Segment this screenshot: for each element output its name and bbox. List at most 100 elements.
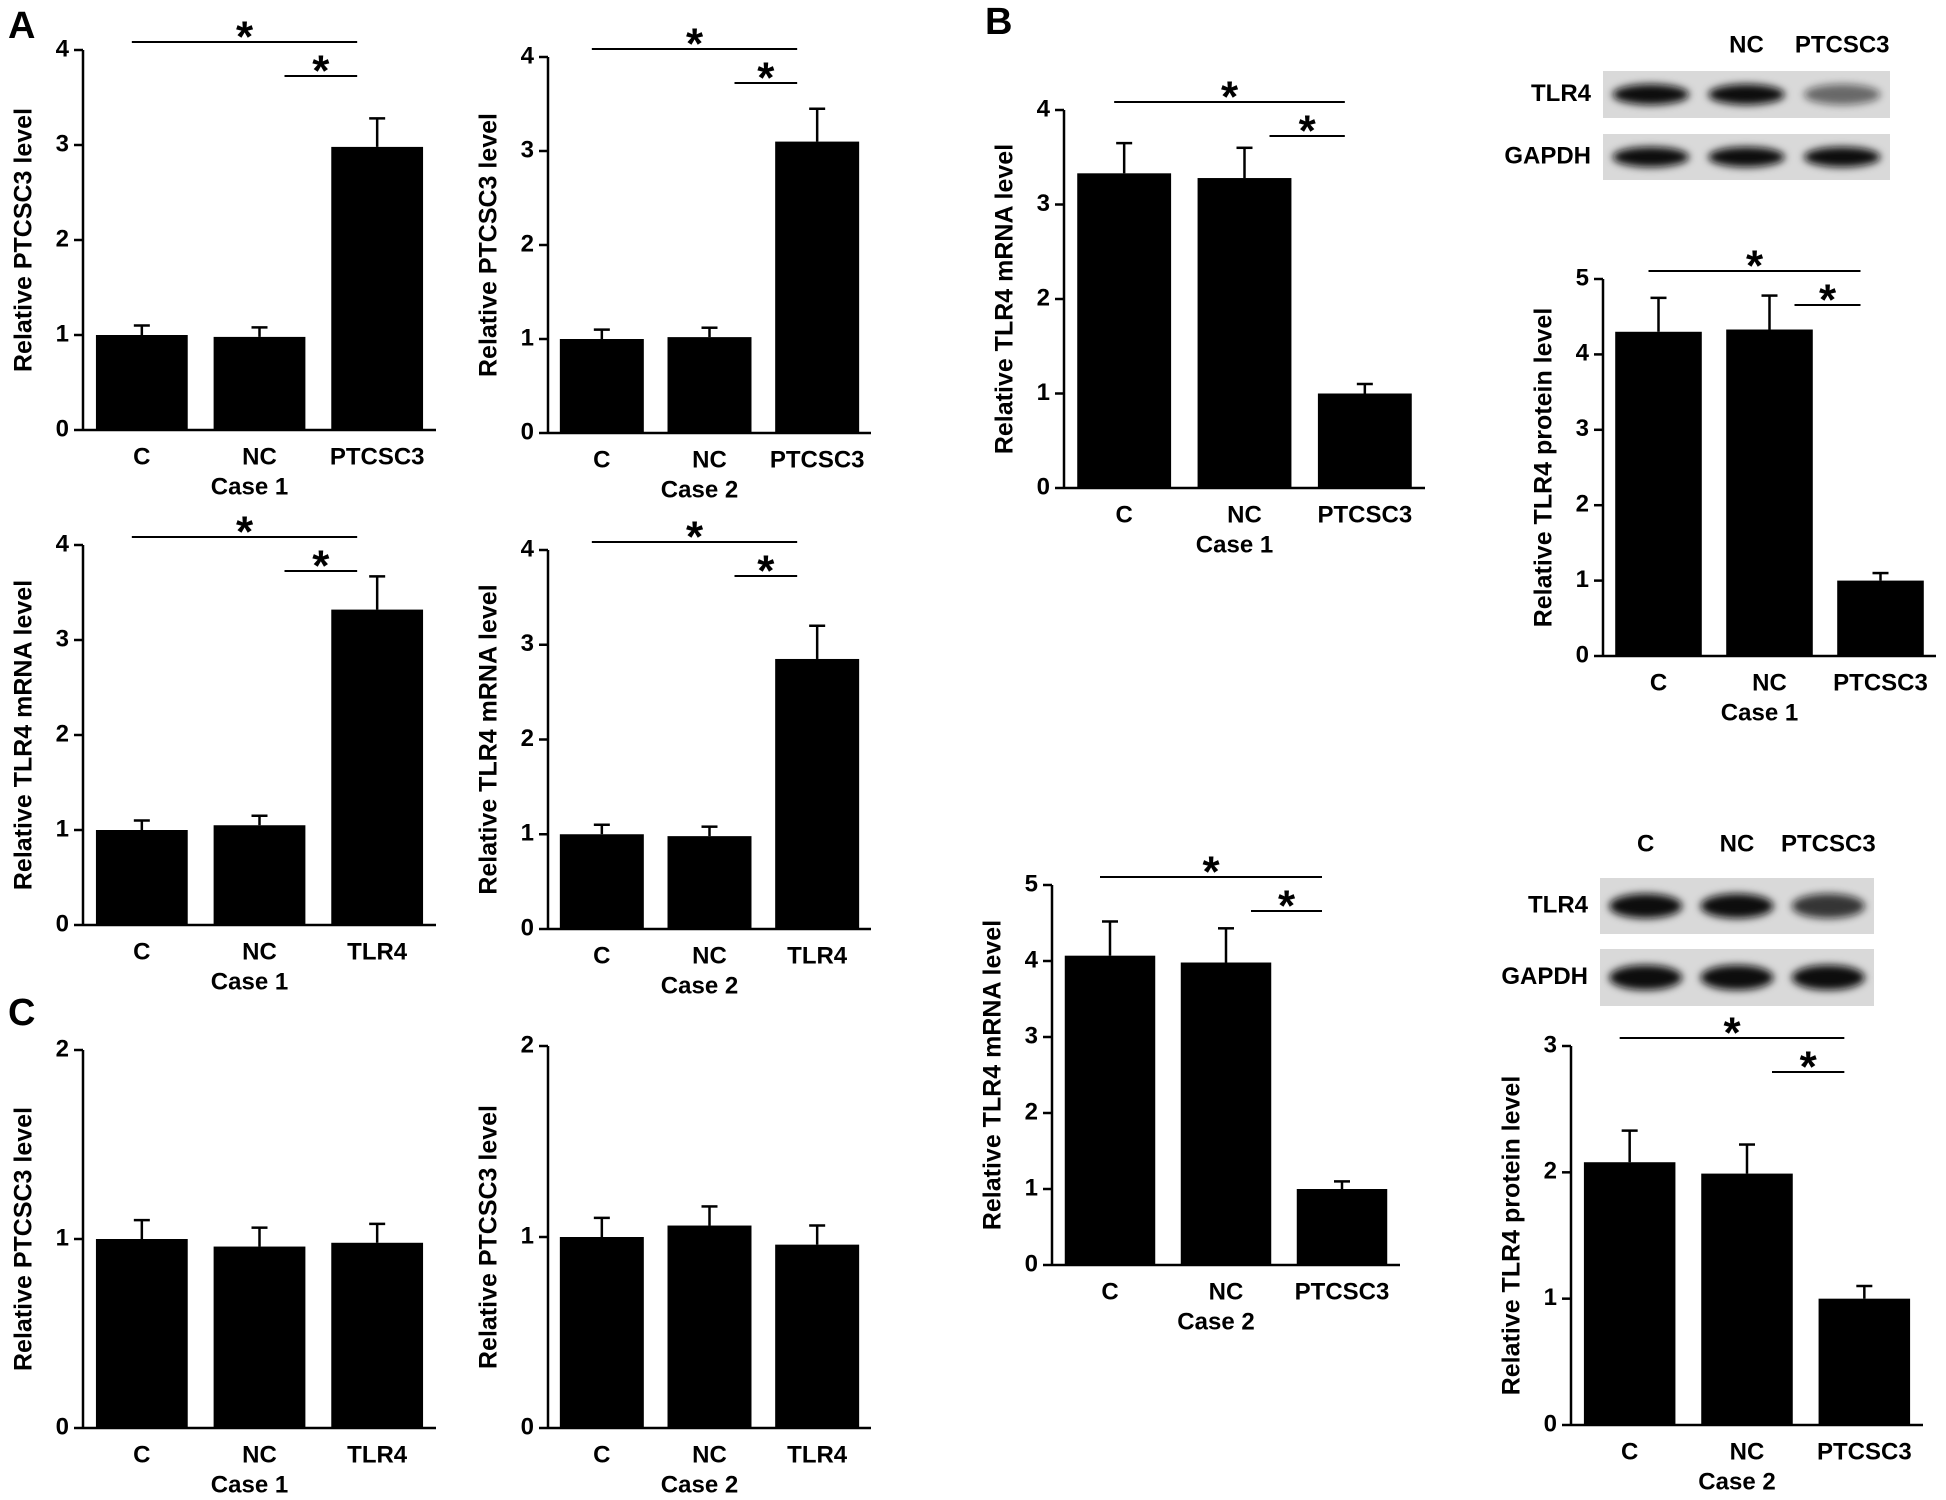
x-tick-label: C [133,938,150,965]
error-bar [593,328,610,339]
bar [1077,173,1172,488]
error-bar [701,825,718,837]
y-tick-label: 2 [56,720,69,747]
significance-star: * [312,47,330,96]
x-tick-label: PTCSC3 [770,446,865,473]
x-tick-label: NC [1209,1278,1244,1305]
blot-lane-label: PTCSC3 [1795,31,1890,58]
significance-star: * [686,20,704,69]
x-tick-label: NC [692,1441,727,1468]
blot-band [1803,146,1881,168]
y-tick-label: 5 [1576,264,1589,291]
y-tick-label: 3 [1025,1022,1038,1049]
error-bar [369,1222,386,1243]
error-bar [251,1226,268,1247]
x-tick-label: NC [242,938,277,965]
x-tick-label: C [1101,1278,1118,1305]
error-bar [1872,571,1889,581]
y-tick-label: 4 [1025,946,1039,973]
x-axis-label: Case 2 [661,1471,738,1498]
y-tick-label: 1 [521,324,534,351]
x-axis-label: Case 1 [1721,699,1798,726]
x-tick-label: C [133,1441,150,1468]
bar [559,1237,644,1428]
blot-lane-label: NC [1720,830,1755,857]
significance-star: * [1800,1043,1818,1092]
x-tick-label: C [1621,1438,1638,1465]
bar [331,146,424,430]
x-tick-label: C [1115,501,1132,528]
y-axis-label: Relative PTCSC3 level [475,1105,503,1369]
bar [331,609,424,925]
x-tick-label: NC [1730,1438,1765,1465]
y-tick-label: 3 [56,130,69,157]
bar [1726,329,1813,656]
bar [331,1242,424,1428]
bar [95,830,188,925]
significance-star: * [1746,242,1764,291]
y-tick-label: 0 [521,914,534,941]
y-tick-label: 0 [1576,641,1589,668]
error-bar [251,326,268,337]
y-tick-label: 1 [1037,379,1050,406]
blot-band [1609,893,1683,919]
blot-band [1700,893,1774,919]
x-axis-label: Case 2 [1177,1308,1254,1335]
error-bar [369,575,386,610]
y-tick-label: 2 [1037,284,1050,311]
y-tick-label: 2 [521,1031,534,1058]
y-axis-label: Relative TLR4 mRNA level [10,580,38,890]
y-axis-label: Relative TLR4 mRNA level [991,144,1019,454]
y-tick-label: 3 [1037,190,1050,217]
bar [1317,393,1412,488]
error-bar [1236,146,1253,179]
bar [95,1239,188,1428]
y-tick-label: 3 [1544,1031,1557,1058]
y-tick-label: 4 [1576,340,1590,367]
y-tick-label: 2 [1025,1098,1038,1125]
y-tick-label: 1 [56,1224,69,1251]
bar [559,834,644,929]
y-tick-label: 0 [1025,1250,1038,1277]
x-tick-label: TLR4 [347,1441,408,1468]
y-axis-label: Relative TLR4 protein level [1498,1076,1526,1396]
y-tick-label: 1 [56,320,69,347]
error-bar [133,324,150,335]
y-tick-label: 1 [1025,1174,1038,1201]
y-tick-label: 2 [521,725,534,752]
y-tick-label: 0 [1037,473,1050,500]
x-tick-label: NC [1227,501,1262,528]
y-tick-label: 0 [56,910,69,937]
significance-star: * [1723,1009,1741,1058]
blot-lane-label: NC [1729,31,1764,58]
bar [1701,1173,1793,1425]
significance-star: * [1819,276,1837,325]
bar [775,1244,860,1428]
y-tick-label: 0 [1544,1410,1557,1437]
x-tick-label: NC [692,446,727,473]
x-tick-label: PTCSC3 [1833,669,1928,696]
error-bar [251,814,268,826]
bar [1837,580,1924,656]
blot-lane-label: C [1637,830,1654,857]
error-bar [1739,1143,1755,1174]
error-bar [1116,141,1133,174]
bar [1615,331,1702,656]
x-tick-label: C [593,446,610,473]
significance-star: * [1202,848,1220,897]
blot-row-label: TLR4 [1531,80,1592,107]
blot-band [1791,964,1865,991]
bar [667,836,752,929]
x-tick-label: NC [242,443,277,470]
error-bar [1650,296,1667,332]
error-bar [1761,294,1778,330]
blot-row-label: GAPDH [1504,142,1591,169]
error-bar [1218,927,1234,963]
blot-band [1708,146,1785,168]
error-bar [133,819,150,830]
significance-star: * [312,542,330,591]
blot-row-label: TLR4 [1528,891,1589,918]
bar [1583,1162,1676,1425]
x-tick-label: PTCSC3 [1317,501,1412,528]
blot-band [1609,964,1683,991]
